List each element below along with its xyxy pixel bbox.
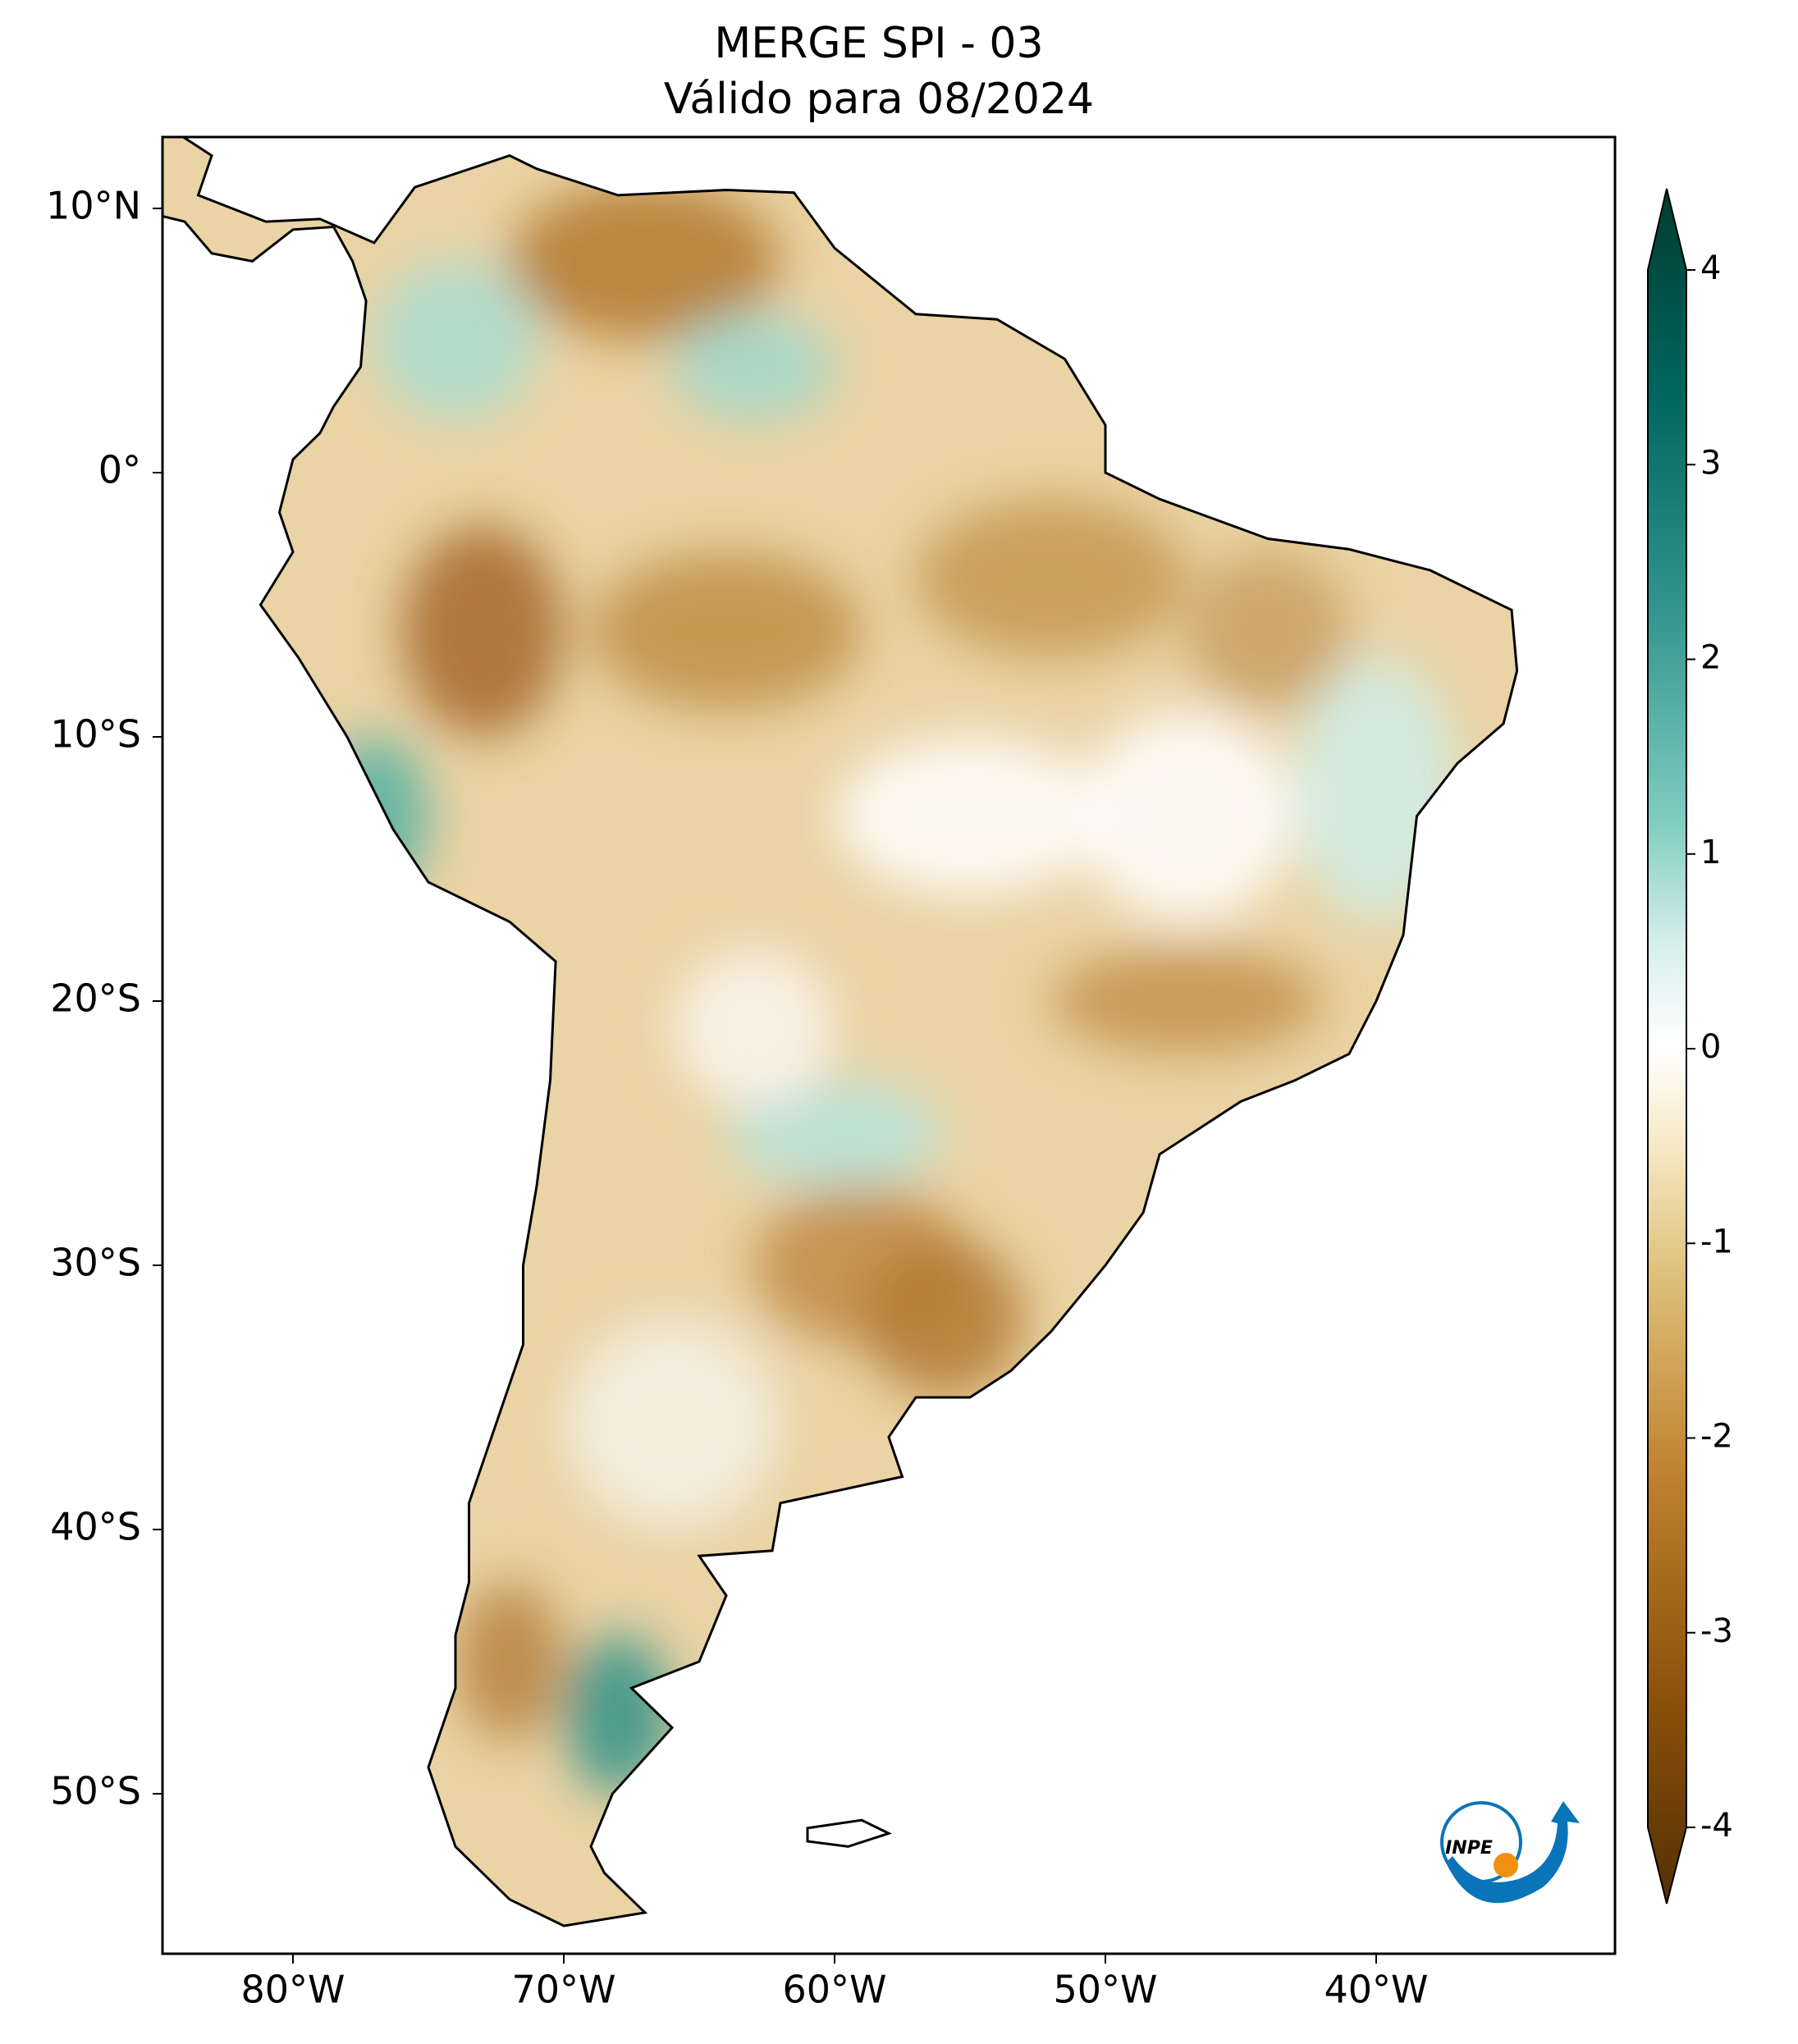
anomaly-patch xyxy=(564,1635,672,1794)
coastline xyxy=(162,137,1519,1927)
island xyxy=(806,1818,892,1848)
y-tick-label: 40°S xyxy=(50,1505,141,1549)
map-subtitle: Válido para 08/2024 xyxy=(664,75,1094,124)
x-tick-label: 80°W xyxy=(240,1968,345,2012)
colorbar-tick-label: 0 xyxy=(1700,1028,1721,1066)
y-tick-label: 30°S xyxy=(50,1241,141,1285)
map-frame xyxy=(161,135,1617,1955)
anomaly-patch xyxy=(401,525,564,737)
anomaly-patches xyxy=(320,181,1457,1794)
axes: 80°W 70°W 60°W 50°W 40°W 10°N 0° 10°S 20°S 30°S 40… xyxy=(46,184,1428,2012)
logo-dot xyxy=(1494,1853,1518,1877)
colorbar-tick-label: -4 xyxy=(1700,1807,1733,1845)
colorbar-tick-label: -2 xyxy=(1700,1418,1733,1456)
x-tick-label: 60°W xyxy=(782,1968,886,2012)
logo: INPE xyxy=(1440,1801,1580,1904)
anomaly-patch xyxy=(916,499,1187,658)
colorbar-tick-label: 3 xyxy=(1700,444,1721,482)
anomaly-patch xyxy=(726,1080,943,1187)
anomaly-patch xyxy=(862,1238,1024,1397)
x-tick-label: 40°W xyxy=(1324,1968,1428,2012)
map-title: MERGE SPI - 03 xyxy=(714,19,1043,68)
anomaly-patch xyxy=(1078,710,1295,922)
anomaly-patch xyxy=(564,1318,780,1530)
colorbar-tick-label: -1 xyxy=(1700,1223,1733,1260)
map-area xyxy=(162,137,1519,1927)
y-tick-label: 10°S xyxy=(50,712,141,757)
logo-text: INPE xyxy=(1445,1838,1493,1859)
logo-arrow xyxy=(1446,1801,1580,1904)
colorbar-tick-label: 1 xyxy=(1700,834,1721,871)
colorbar: 4 3 2 1 0 -1 -2 -3 -4 xyxy=(1647,188,1733,1905)
x-tick-label: 70°W xyxy=(511,1968,615,2012)
colorbar-tick-label: 2 xyxy=(1700,639,1721,677)
anomaly-patch xyxy=(672,948,835,1107)
y-tick-label: 0° xyxy=(98,448,141,492)
anomaly-patch xyxy=(320,737,428,896)
colorbar-tick-label: -3 xyxy=(1700,1612,1733,1650)
land-shading xyxy=(162,137,1517,1926)
anomaly-patch xyxy=(835,737,1105,896)
colorbar-tick-label: 4 xyxy=(1700,249,1721,287)
anomaly-patch xyxy=(1051,948,1322,1054)
y-tick-label: 20°S xyxy=(50,976,141,1021)
anomaly-patch xyxy=(510,181,780,341)
anomaly-patch xyxy=(1295,657,1457,922)
anomaly-patch xyxy=(591,551,862,711)
anomaly-patch xyxy=(672,313,835,420)
y-tick-label: 10°N xyxy=(46,184,141,228)
anomaly-patch xyxy=(455,1582,564,1741)
anomaly-patch xyxy=(1187,551,1349,711)
anomaly-patch xyxy=(374,261,537,420)
y-tick-label: 50°S xyxy=(50,1769,141,1813)
x-tick-label: 50°W xyxy=(1053,1968,1157,2012)
colorbar-body xyxy=(1647,188,1687,1905)
